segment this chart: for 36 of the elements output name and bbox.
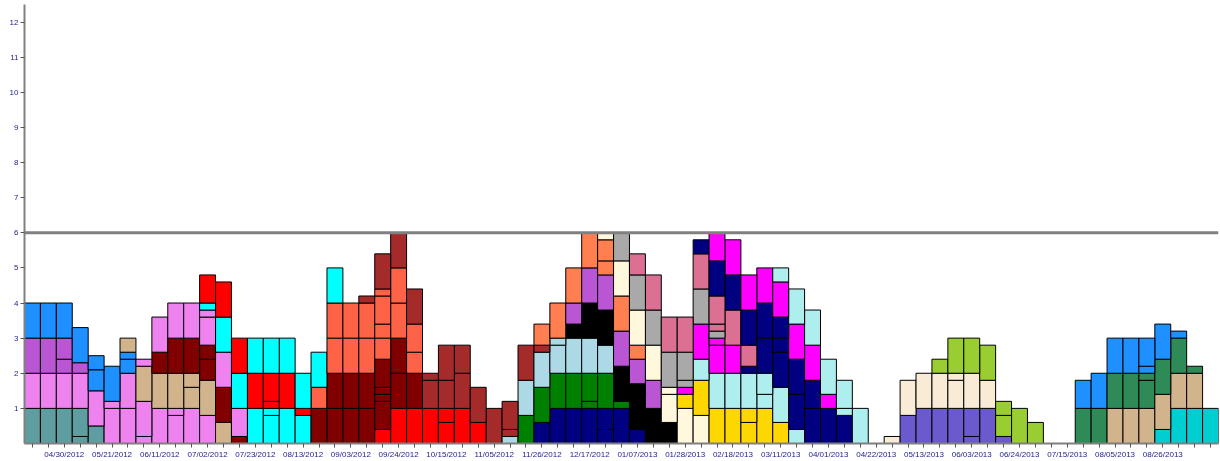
x-tick-label: 08/26/2013 <box>1142 449 1184 459</box>
y-tick-label: 1 <box>14 403 20 413</box>
x-tick-label: 11/26/2012 <box>522 449 563 459</box>
x-tick-label: 07/23/2012 <box>235 449 276 459</box>
x-tick-label: 05/21/2012 <box>92 449 133 459</box>
x-tick-label: 03/11/2013 <box>760 449 801 459</box>
y-tick-label: 7 <box>14 193 20 203</box>
x-tick-label: 02/18/2013 <box>712 449 754 459</box>
x-tick-label: 06/03/2013 <box>951 449 993 459</box>
x-tick-label: 07/15/2013 <box>1047 449 1088 459</box>
x-tick-label: 01/28/2013 <box>665 449 706 459</box>
x-tick-label: 08/05/2013 <box>1095 449 1136 459</box>
y-tick-label: 4 <box>14 298 20 308</box>
x-tick-label: 09/24/2012 <box>378 449 420 459</box>
x-tick-label: 06/24/2013 <box>999 449 1041 459</box>
x-tick-label: 08/13/2012 <box>283 449 324 459</box>
y-tick-label: 8 <box>14 158 20 168</box>
x-tick-label: 04/30/2012 <box>44 449 85 459</box>
y-tick-label: 2 <box>14 368 20 378</box>
y-tick-label: 6 <box>14 228 20 238</box>
y-tick-label: 10 <box>9 87 20 97</box>
x-tick-label: 04/22/2013 <box>856 449 897 459</box>
x-tick-label: 07/02/2012 <box>187 449 229 459</box>
y-tick-label: 11 <box>10 52 20 62</box>
y-tick-label: 9 <box>14 122 20 132</box>
x-tick-label: 11/05/2012 <box>474 449 515 459</box>
y-tick-label: 3 <box>14 333 20 343</box>
y-tick-label: 12 <box>9 17 20 27</box>
x-tick-label: 12/17/2012 <box>569 449 611 459</box>
x-tick-label: 04/01/2013 <box>808 449 850 459</box>
x-tick-label: 09/03/2012 <box>330 449 372 459</box>
x-tick-label: 05/13/2013 <box>903 449 945 459</box>
x-tick-label: 10/15/2012 <box>426 449 467 459</box>
y-tick-label: 5 <box>14 263 20 273</box>
x-tick-label: 06/11/2012 <box>140 449 181 459</box>
x-tick-label: 01/07/2013 <box>617 449 658 459</box>
